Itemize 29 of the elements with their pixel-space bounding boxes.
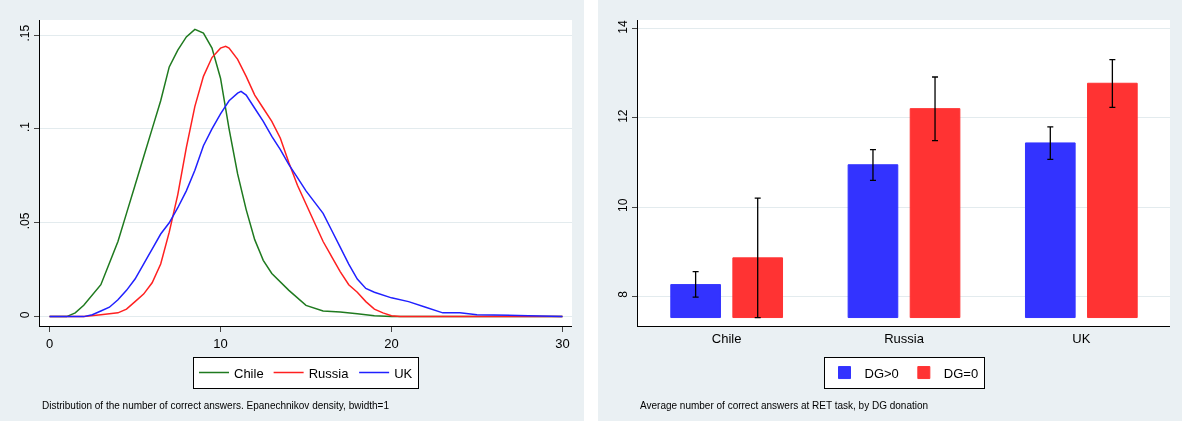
y-tick-label: .15: [18, 24, 33, 42]
x-tick-label: UK: [1072, 330, 1091, 346]
line-series: [48, 90, 564, 318]
text: Average number of correct answers at RET task, by DG donation: [640, 400, 929, 411]
x-tick-label: 20: [384, 335, 399, 351]
legend-label: Chile: [234, 365, 264, 381]
bar: [1024, 142, 1076, 319]
legend-label: DG=0: [943, 365, 979, 381]
y-tick-label: 14: [616, 20, 631, 34]
bar: [670, 284, 721, 319]
x-tick-label: Russia: [884, 330, 925, 346]
legend-label: UK: [394, 365, 413, 381]
x-tick-label: 10: [213, 335, 228, 351]
bar: [909, 108, 961, 319]
legend-label: DG>0: [864, 365, 899, 381]
y-tick-label: 10: [616, 198, 631, 212]
legend-label: Russia: [308, 365, 350, 381]
text: Distribution of the number of correct answers. Epanechnikov density, bwidth=1: [42, 400, 390, 411]
y-tick-label: .05: [18, 212, 33, 230]
bar: [847, 164, 899, 319]
y-tick-label: .1: [18, 121, 33, 133]
x-tick-label: Chile: [711, 330, 742, 346]
y-tick-label: 0: [18, 311, 33, 319]
bar: [732, 257, 784, 319]
x-tick-label: 0: [45, 335, 54, 351]
x-tick-label: 30: [555, 335, 570, 351]
bar: [1087, 82, 1138, 319]
y-tick-label: 8: [616, 290, 631, 298]
y-tick-label: 12: [616, 109, 631, 123]
